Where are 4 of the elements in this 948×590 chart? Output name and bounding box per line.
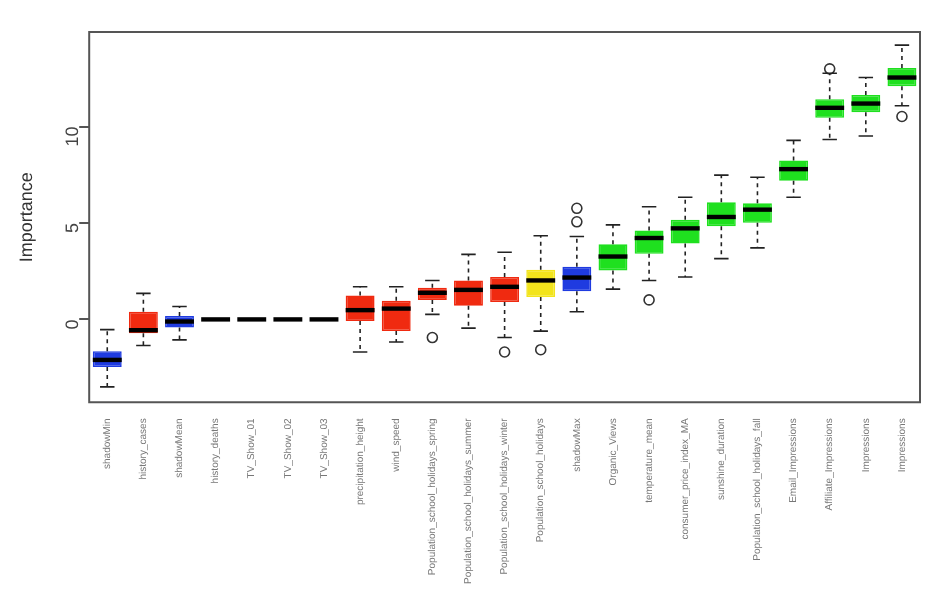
y-tick-label: 0 — [62, 319, 83, 330]
y-tick-label: 10 — [62, 126, 83, 147]
y-tick-label: 5 — [62, 222, 83, 233]
y-axis-title: Importance — [15, 172, 36, 263]
